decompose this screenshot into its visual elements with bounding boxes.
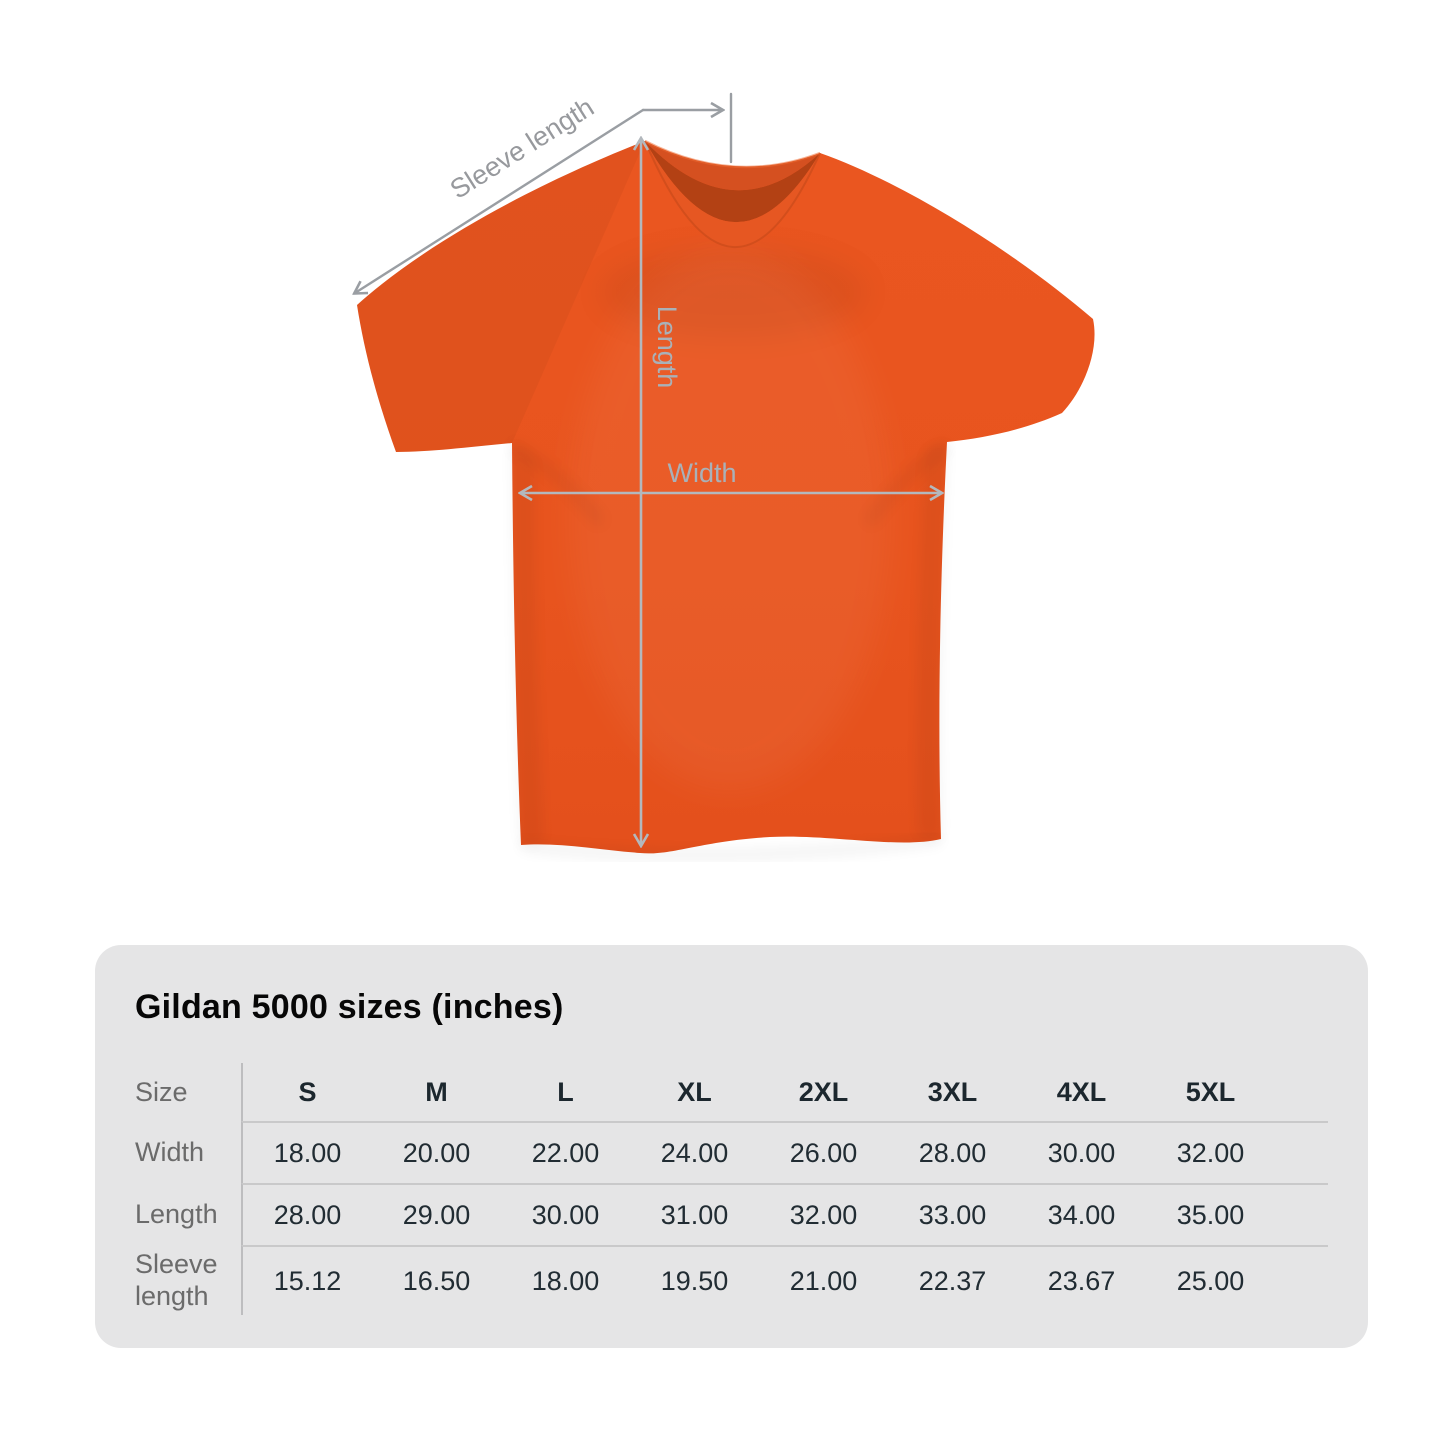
size-value-cell: 30.00 bbox=[1047, 1137, 1116, 1168]
size-column-header: S bbox=[298, 1076, 317, 1107]
size-value-cell: 32.00 bbox=[1176, 1137, 1245, 1168]
size-value-cell: 15.12 bbox=[273, 1265, 342, 1296]
size-value-cell: 23.67 bbox=[1047, 1265, 1116, 1296]
size-value-cell: 30.00 bbox=[531, 1199, 600, 1230]
size-chart-panel: Gildan 5000 sizes (inches) Size S M L XL… bbox=[95, 945, 1368, 1348]
size-column-header: M bbox=[425, 1076, 448, 1107]
size-value-cell: 26.00 bbox=[789, 1137, 858, 1168]
size-value-cell: 16.50 bbox=[402, 1265, 471, 1296]
size-column-header: L bbox=[557, 1076, 574, 1107]
size-value-cell: 34.00 bbox=[1047, 1199, 1116, 1230]
size-value-cell: 18.00 bbox=[273, 1137, 342, 1168]
size-value-cell: 33.00 bbox=[918, 1199, 987, 1230]
size-value-cell: 35.00 bbox=[1176, 1199, 1245, 1230]
size-column-header: 4XL bbox=[1056, 1076, 1107, 1107]
size-table-row-sleeve-length: Sleeve length 15.12 16.50 18.00 19.50 21… bbox=[135, 1245, 1328, 1315]
sleeve-length-arrow bbox=[355, 108, 645, 293]
size-value-cell: 20.00 bbox=[402, 1137, 471, 1168]
size-value-cell: 18.00 bbox=[531, 1265, 600, 1296]
size-value-cell: 28.00 bbox=[273, 1199, 342, 1230]
size-value-cell: 25.00 bbox=[1176, 1265, 1245, 1296]
tshirt-svg: Sleeve length Length Width bbox=[0, 92, 1095, 860]
size-value-cell: 28.00 bbox=[918, 1137, 987, 1168]
size-value-cell: 32.00 bbox=[789, 1199, 858, 1230]
size-row-label: Sleeve length bbox=[135, 1249, 218, 1311]
size-chart-title: Gildan 5000 sizes (inches) bbox=[135, 988, 564, 1026]
size-row-label: Width bbox=[135, 1137, 205, 1167]
tshirt-body bbox=[357, 139, 1095, 860]
size-column-header: 5XL bbox=[1185, 1076, 1236, 1107]
width-label: Width bbox=[667, 458, 736, 488]
size-row-label: Length bbox=[135, 1199, 218, 1229]
size-value-cell: 31.00 bbox=[660, 1199, 729, 1230]
size-column-header: XL bbox=[677, 1076, 712, 1107]
size-table-row-width: Width 18.00 20.00 22.00 24.00 26.00 28.0… bbox=[135, 1121, 1328, 1183]
tshirt-shading bbox=[509, 246, 951, 860]
length-label: Length bbox=[652, 306, 682, 389]
size-value-cell: 19.50 bbox=[660, 1265, 729, 1296]
tshirt-collar bbox=[644, 139, 821, 249]
size-corner-label: Size bbox=[135, 1077, 188, 1107]
size-table: Size S M L XL 2XL 3XL 4XL 5XL Width 18.0… bbox=[135, 1063, 1328, 1315]
size-table-header-row: Size S M L XL 2XL 3XL 4XL 5XL bbox=[135, 1063, 1328, 1121]
size-value-cell: 22.00 bbox=[531, 1137, 600, 1168]
size-value-cell: 21.00 bbox=[789, 1265, 858, 1296]
tshirt-figure: Sleeve length Length Width bbox=[0, 92, 1095, 860]
size-value-cell: 24.00 bbox=[660, 1137, 729, 1168]
size-table-row-length: Length 28.00 29.00 30.00 31.00 32.00 33.… bbox=[135, 1183, 1328, 1245]
size-value-cell: 29.00 bbox=[402, 1199, 471, 1230]
size-column-header: 2XL bbox=[798, 1076, 849, 1107]
size-value-cell: 22.37 bbox=[918, 1265, 987, 1296]
size-column-header: 3XL bbox=[927, 1076, 978, 1107]
measurement-annotations bbox=[355, 92, 941, 845]
